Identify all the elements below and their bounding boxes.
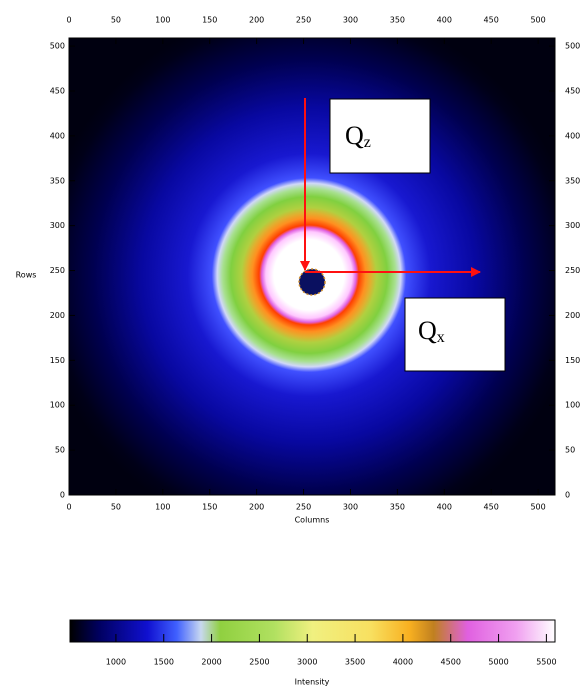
beamstop: [298, 268, 326, 296]
x-tick-label: 400: [437, 503, 452, 512]
y-tick-label-right: 450: [565, 86, 580, 95]
colorbar-tick-label: 2000: [201, 658, 221, 667]
q-subscript: z: [364, 134, 371, 151]
colorbar-tick-label: 2500: [249, 658, 269, 667]
qz-box: [329, 98, 431, 174]
y-tick-label-right: 250: [565, 266, 580, 275]
x-tick-label: 200: [249, 503, 264, 512]
colorbar-tick-label: 3500: [345, 658, 365, 667]
y-tick-label: 500: [50, 42, 65, 51]
y-tick-label: 400: [50, 131, 65, 140]
y-tick-label: 150: [50, 356, 65, 365]
x-tick-label: 100: [155, 503, 170, 512]
qx-box: [404, 297, 506, 372]
y-tick-label-right: 150: [565, 356, 580, 365]
y-tick-label: 100: [50, 401, 65, 410]
q-subscript: x: [437, 329, 445, 346]
colorbar-tick-label: 1500: [154, 658, 174, 667]
y-tick-label-right: 0: [565, 491, 570, 500]
colorbar-tick-label: 5000: [488, 658, 508, 667]
y-tick-label: 0: [60, 491, 65, 500]
y-tick-label: 350: [50, 176, 65, 185]
x-tick-label: 150: [202, 503, 217, 512]
x-tick-label: 50: [111, 503, 121, 512]
y-tick-label: 300: [50, 221, 65, 230]
x-tick-label-top: 50: [111, 16, 121, 25]
x-tick-label-top: 400: [437, 16, 452, 25]
colorbar-tick-label: 4500: [441, 658, 461, 667]
y-tick-label-right: 200: [565, 311, 580, 320]
y-tick-label-right: 350: [565, 176, 580, 185]
y-tick-label-right: 300: [565, 221, 580, 230]
colorbar-label: Intensity: [295, 678, 330, 686]
x-tick-label: 300: [343, 503, 358, 512]
x-tick-label: 250: [296, 503, 311, 512]
plot-frame: [68, 37, 556, 496]
x-tick-label: 350: [390, 503, 405, 512]
x-tick-label-top: 100: [155, 16, 170, 25]
y-tick-label-right: 100: [565, 401, 580, 410]
x-tick-label-top: 300: [343, 16, 358, 25]
colorbar-tick-label: 4000: [393, 658, 413, 667]
colorbar-tick-label: 1000: [106, 658, 126, 667]
x-tick-label-top: 450: [484, 16, 499, 25]
y-axis-label: Rows: [16, 271, 37, 280]
x-tick-label-top: 350: [390, 16, 405, 25]
x-tick-label-top: 150: [202, 16, 217, 25]
x-tick-label-top: 0: [66, 16, 71, 25]
scattering-image: [69, 38, 555, 495]
y-tick-label-right: 400: [565, 131, 580, 140]
colorbar-tick-label: 3000: [297, 658, 317, 667]
qz-label: Qz: [345, 121, 371, 151]
y-tick-label-right: 50: [565, 446, 575, 455]
y-tick-label: 250: [50, 266, 65, 275]
y-tick-label: 200: [50, 311, 65, 320]
x-tick-label-top: 200: [249, 16, 264, 25]
y-tick-label-right: 500: [565, 42, 580, 51]
x-axis-label: Columns: [295, 516, 330, 525]
colorbar-tick-label: 5500: [536, 658, 556, 667]
x-tick-label-top: 500: [530, 16, 545, 25]
x-tick-label: 500: [530, 503, 545, 512]
x-tick-label: 450: [484, 503, 499, 512]
y-tick-label: 50: [55, 446, 65, 455]
x-tick-label-top: 250: [296, 16, 311, 25]
x-tick-label: 0: [66, 503, 71, 512]
q-letter: Q: [345, 121, 364, 150]
qx-label: Qx: [418, 316, 445, 346]
colorbar: [69, 619, 556, 643]
q-letter: Q: [418, 316, 437, 345]
y-tick-label: 450: [50, 86, 65, 95]
